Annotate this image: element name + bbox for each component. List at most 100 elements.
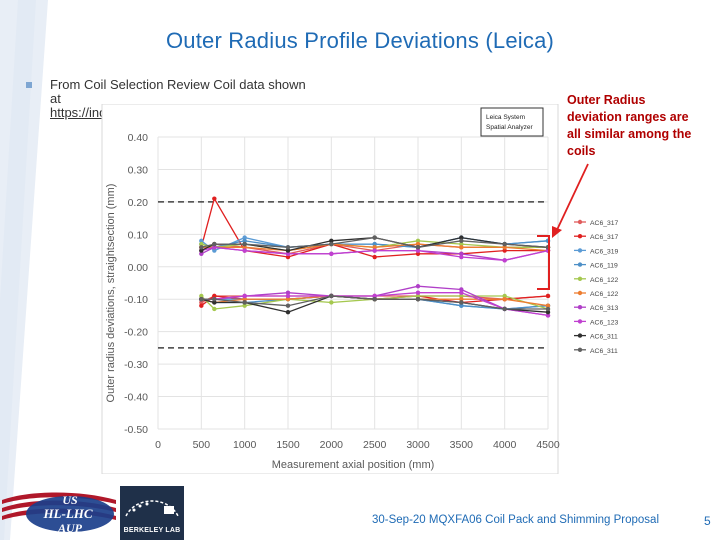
legend-label: AC6_122 bbox=[590, 291, 619, 298]
x-tick-label: 4500 bbox=[536, 439, 560, 451]
legend-swatch-marker bbox=[577, 219, 583, 225]
legend-label: AC6_311 bbox=[590, 334, 618, 341]
data-point-lower bbox=[545, 303, 551, 308]
data-point-lower bbox=[415, 293, 421, 299]
x-tick-label: 3500 bbox=[450, 439, 474, 451]
data-point-lower bbox=[199, 300, 204, 305]
data-point-lower bbox=[502, 306, 507, 312]
data-point-upper bbox=[502, 241, 507, 247]
data-point-upper bbox=[502, 248, 507, 253]
data-point-lower bbox=[199, 297, 204, 302]
legend-swatch-marker bbox=[577, 347, 583, 352]
data-point-upper bbox=[459, 245, 464, 250]
data-point-lower bbox=[415, 284, 421, 289]
data-point-upper bbox=[372, 241, 377, 247]
data-point-upper bbox=[459, 254, 464, 260]
data-point-upper bbox=[459, 241, 464, 247]
data-point-lower bbox=[212, 300, 217, 305]
legend-label: AC6_123 bbox=[590, 319, 619, 326]
data-point-upper bbox=[285, 251, 291, 256]
legend-label: AC6_311 bbox=[590, 348, 618, 355]
berkeley-lab-arc-icon bbox=[125, 500, 179, 517]
data-point-upper bbox=[242, 235, 247, 240]
deviation-chart: 0.40 0.30 0.20 0.10 0.00 -0.10 -0.20 -0.30 -0.40… bbox=[101, 104, 619, 474]
data-point-upper bbox=[329, 238, 334, 244]
x-tick-label: 0 bbox=[155, 439, 161, 451]
data-point-upper bbox=[212, 248, 217, 253]
data-point-upper bbox=[415, 238, 421, 244]
legend-swatch-marker bbox=[577, 234, 583, 239]
decorative-stripe bbox=[0, 0, 48, 540]
stamp-box bbox=[480, 107, 544, 137]
legend-swatch-marker bbox=[577, 333, 583, 338]
data-point-lower bbox=[212, 293, 217, 299]
slide-title: Outer Radius Profile Deviations (Leica) bbox=[165, 28, 555, 53]
x-tick-label: 3000 bbox=[406, 439, 430, 451]
x-tick-label: 1500 bbox=[276, 439, 300, 451]
annotation-note: Outer Radius deviation ranges are all si… bbox=[567, 93, 692, 158]
legend-bracket-upper bbox=[537, 235, 550, 290]
y-tick-label: -0.10 bbox=[124, 294, 148, 306]
intro-text: From Coil Selection Review Coil data sho… bbox=[50, 77, 306, 106]
data-point-upper bbox=[199, 248, 204, 253]
y-tick-label: -0.40 bbox=[124, 392, 148, 404]
data-point-upper bbox=[459, 251, 464, 256]
data-point-lower bbox=[545, 313, 551, 318]
y-tick-label: -0.30 bbox=[124, 359, 148, 371]
data-point-upper bbox=[212, 245, 217, 250]
logo-line3: AUP bbox=[57, 521, 83, 535]
legend-label: AC6_317 bbox=[590, 220, 619, 227]
data-point-lower bbox=[285, 310, 291, 315]
legend-swatch-marker bbox=[577, 305, 583, 310]
data-point-lower bbox=[545, 310, 551, 315]
y-tick-label: 0.10 bbox=[128, 229, 149, 241]
legend-label: AC6_317 bbox=[590, 234, 619, 241]
data-point-lower bbox=[372, 293, 377, 299]
data-point-lower bbox=[242, 303, 247, 308]
data-point-upper bbox=[242, 245, 247, 250]
series-line-upper-5 bbox=[201, 243, 549, 252]
data-point-upper bbox=[199, 245, 204, 250]
legend-label: AC6_122 bbox=[590, 277, 619, 284]
legend-label: AC6_319 bbox=[590, 248, 619, 255]
x-axis-label: Measurement axial position (mm) bbox=[272, 459, 435, 471]
data-point-upper bbox=[199, 238, 204, 244]
series-line-lower-9 bbox=[201, 295, 548, 310]
series-line-lower-7 bbox=[201, 292, 549, 317]
data-point-lower bbox=[329, 300, 334, 305]
data-point-lower bbox=[285, 290, 291, 295]
data-point-lower bbox=[242, 297, 247, 302]
stamp-line: Spatial Analyzer bbox=[486, 124, 533, 131]
x-tick-label: 2500 bbox=[363, 439, 387, 451]
data-point-lower bbox=[459, 297, 464, 302]
data-point-upper bbox=[199, 241, 204, 247]
data-point-upper bbox=[372, 245, 377, 250]
data-point-lower bbox=[545, 306, 551, 312]
data-point-upper bbox=[242, 248, 247, 253]
data-point-lower bbox=[285, 297, 291, 302]
data-point-lower bbox=[415, 297, 421, 302]
data-point-upper bbox=[329, 251, 334, 256]
legend-label: AC6_313 bbox=[590, 305, 619, 312]
data-point-upper bbox=[415, 251, 421, 256]
y-tick-label: 0.40 bbox=[128, 132, 149, 144]
y-tick-label: 0.00 bbox=[128, 262, 149, 274]
data-point-lower bbox=[459, 300, 464, 305]
berkeley-lab-logo: BERKELEY LAB bbox=[120, 486, 184, 540]
data-point-upper bbox=[199, 251, 204, 256]
data-point-lower bbox=[502, 293, 507, 299]
data-point-upper bbox=[372, 248, 377, 253]
data-point-lower bbox=[459, 290, 464, 295]
x-tick-label: 2000 bbox=[320, 439, 344, 451]
data-point-upper bbox=[415, 241, 421, 247]
y-tick-label: -0.50 bbox=[124, 424, 148, 436]
data-point-lower bbox=[415, 290, 421, 295]
x-tick-label: 500 bbox=[193, 439, 211, 451]
y-tick-label: 0.20 bbox=[128, 197, 149, 209]
data-point-upper bbox=[285, 254, 291, 260]
berkeley-lab-label: BERKELEY LAB bbox=[123, 527, 181, 534]
chart-frame bbox=[101, 104, 559, 474]
data-point-upper bbox=[459, 235, 464, 240]
data-point-upper bbox=[285, 245, 291, 250]
footer-text: 30-Sep-20 MQXFA06 Coil Pack and Shimming… bbox=[372, 514, 660, 526]
